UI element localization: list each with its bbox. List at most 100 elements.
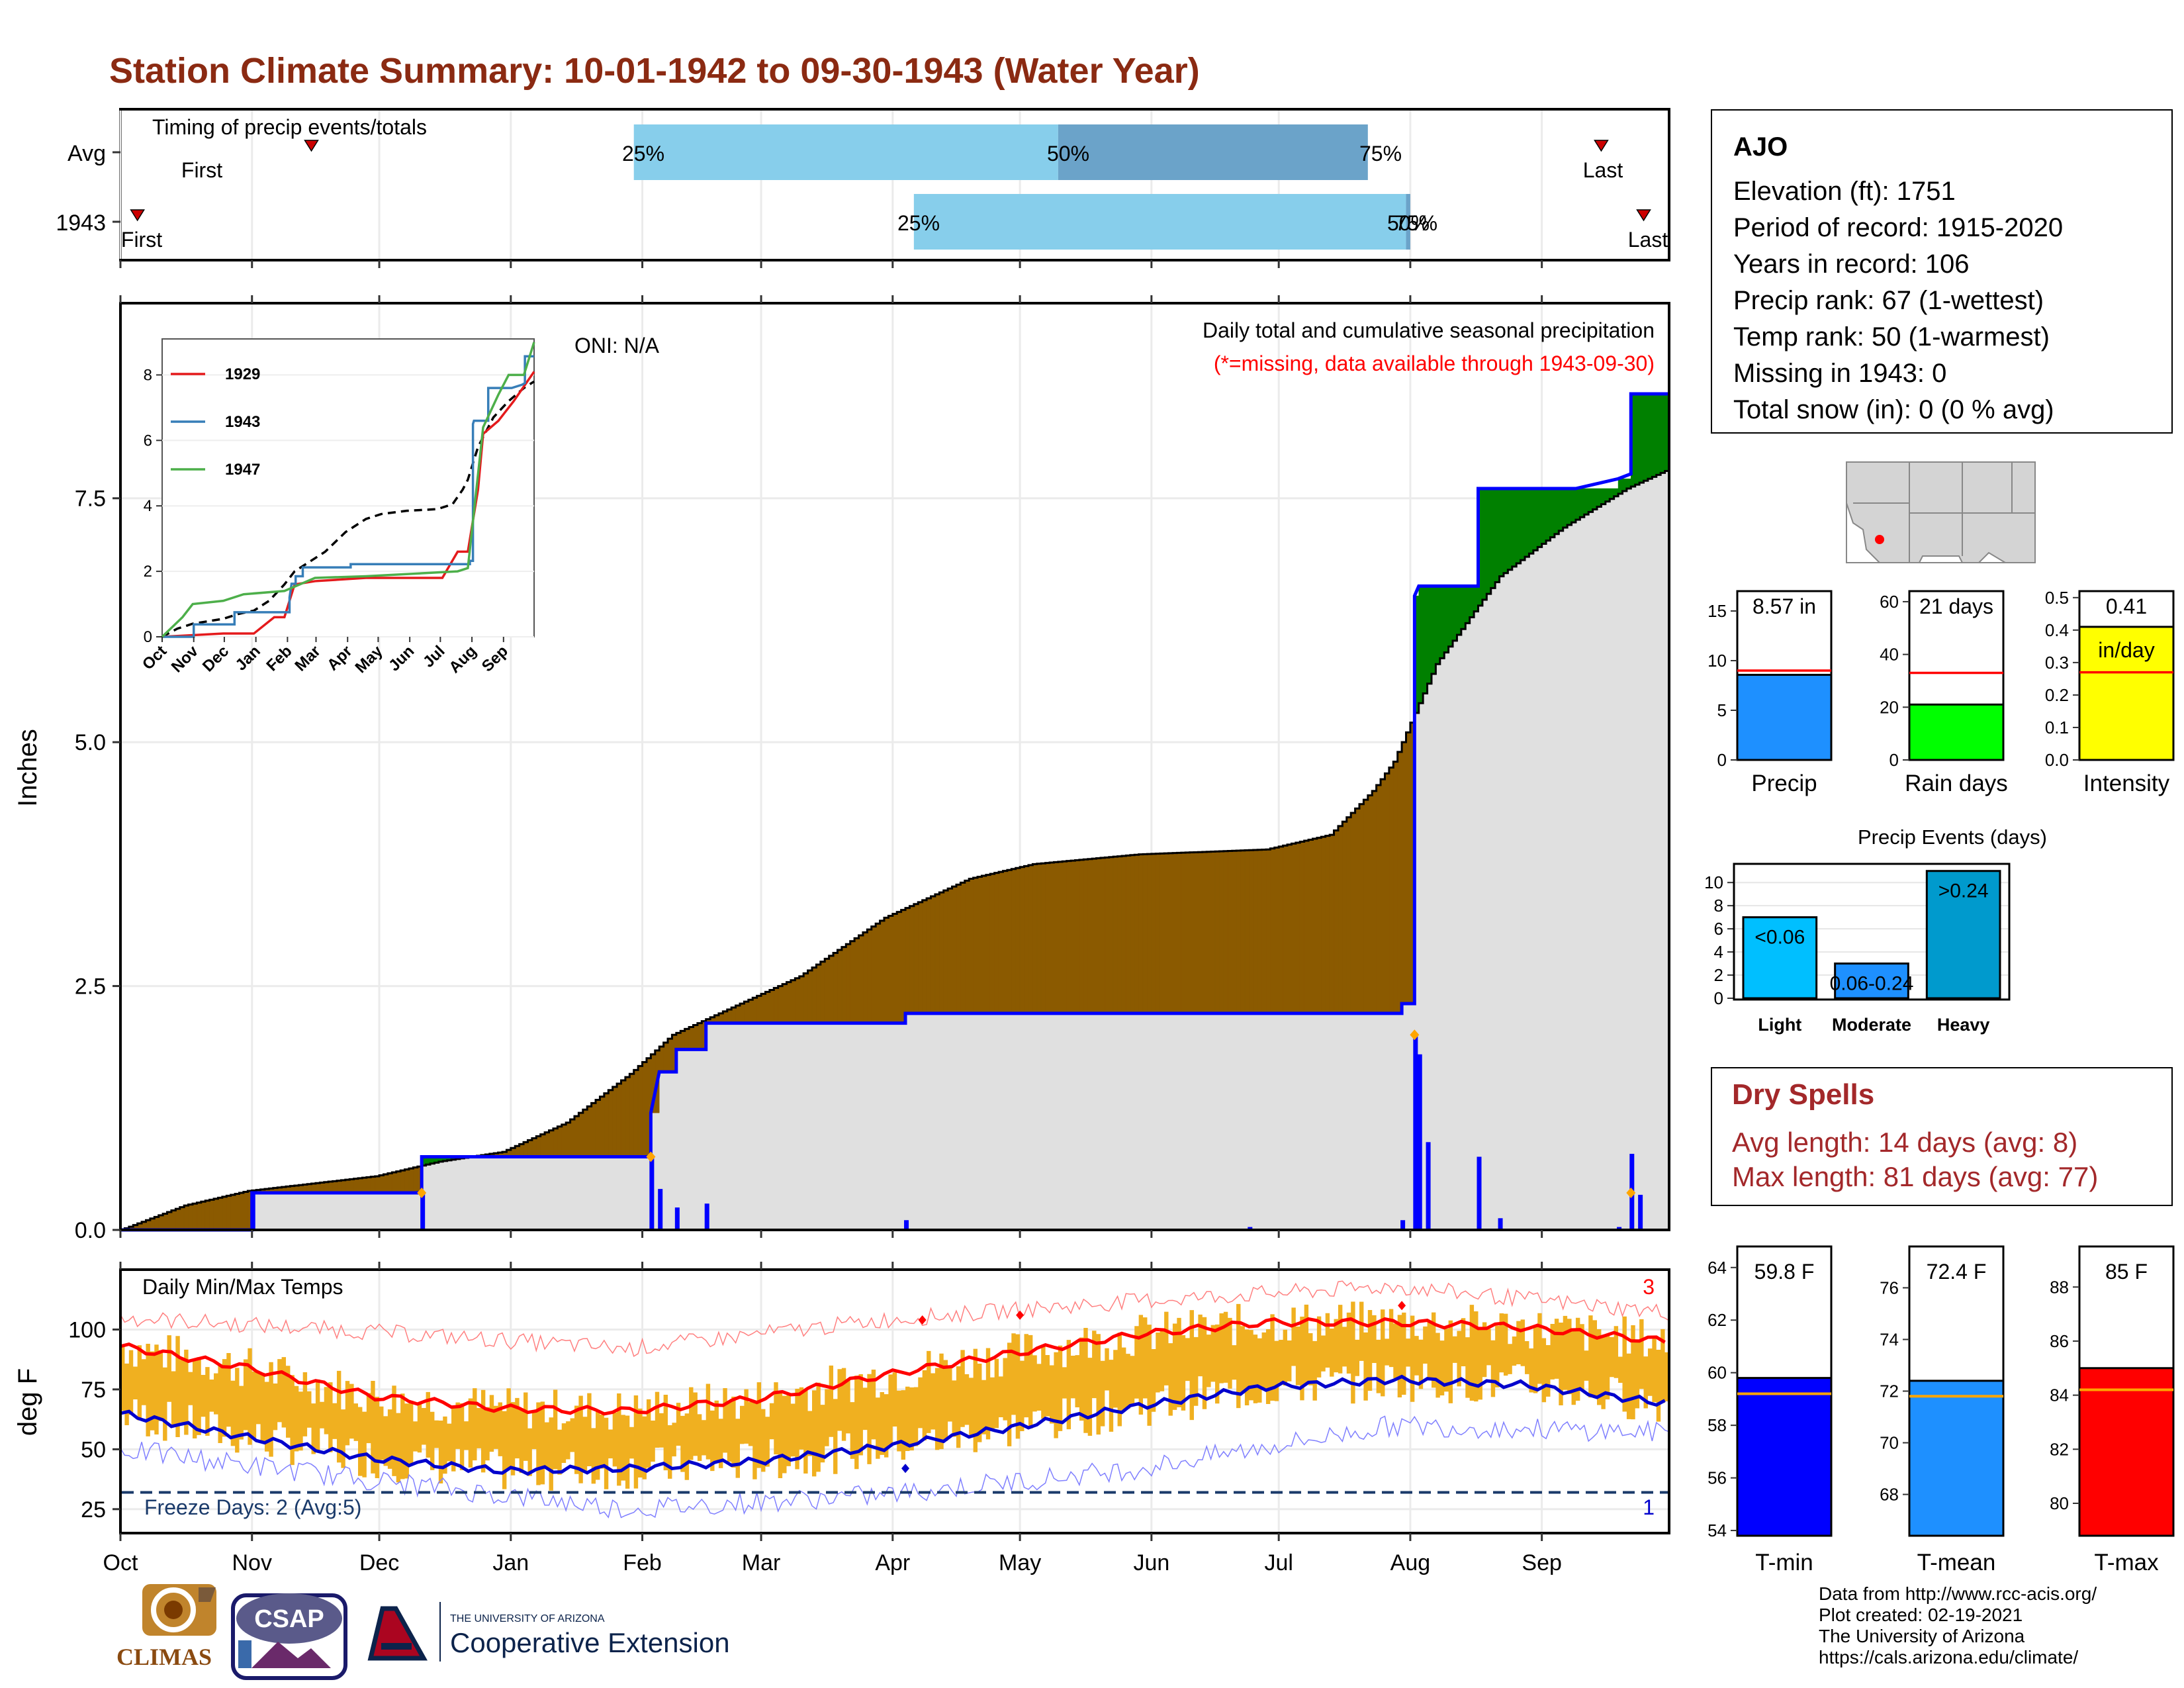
precip-avg-area	[120, 471, 1669, 1231]
temp-record-low-line	[120, 1415, 1670, 1519]
precip-ytick-label: 0.0	[75, 1218, 106, 1243]
precip-year-line	[120, 392, 1669, 1232]
events-category-label: Heavy	[1937, 1015, 1990, 1035]
summary-ytick-label: 5	[1717, 700, 1727, 720]
temp-summary-ytick-label: 68	[1880, 1485, 1899, 1505]
temp-summary-category-label: T-max	[2094, 1550, 2159, 1575]
credit-university: The University of Arizona	[1819, 1626, 2025, 1646]
summary-value-label: 8.57 in	[1752, 594, 1816, 618]
summary-ytick-label: 0	[1889, 750, 1899, 770]
events-category-label: Moderate	[1832, 1015, 1911, 1035]
temp-summary-bar	[1736, 1377, 1833, 1537]
temperature-panel: 25 50 75 100 Daily Min/Max Temps deg F Free…	[13, 1268, 1670, 1534]
precip-ytick-label: 5.0	[75, 730, 106, 755]
record-high-diamond-icon	[918, 1315, 927, 1325]
temp-summary-ytick-label: 88	[2050, 1277, 2069, 1297]
temp-ytick-label: 100	[68, 1317, 106, 1342]
summary-ytick-label: 10	[1707, 651, 1727, 671]
record-low-count: 1	[1643, 1495, 1655, 1519]
precip-daily-bar	[904, 1220, 909, 1230]
temp-summary-ytick-label: 56	[1707, 1468, 1727, 1488]
inset-series-line	[162, 355, 534, 638]
temp-summary-ytick-label: 84	[2050, 1385, 2069, 1405]
month-label: Nov	[232, 1550, 272, 1575]
precip-events-title: Precip Events (days)	[1858, 825, 2047, 849]
precip-daily-bar	[1426, 1142, 1431, 1230]
page-title: Station Climate Summary: 10-01-1942 to 0…	[109, 51, 1200, 91]
summary-ytick-label: 60	[1880, 592, 1899, 612]
record-low-diamond-icon	[901, 1464, 910, 1474]
temp-summary-category-label: T-min	[1755, 1550, 1813, 1575]
station-precip-rank: Precip rank: 67 (1-wettest)	[1733, 286, 2044, 315]
credit-url: https://cals.arizona.edu/climate/	[1819, 1647, 2079, 1667]
precip-subtitle: Daily total and cumulative seasonal prec…	[1203, 318, 1655, 342]
precip-daily-bar	[674, 1207, 680, 1230]
temp-title: Daily Min/Max Temps	[142, 1275, 343, 1299]
summary-ytick-label: 0.3	[2045, 653, 2069, 673]
timing-label-first-year: First	[121, 228, 162, 252]
precip-daily-bar	[1477, 1156, 1482, 1230]
inset-series-line	[161, 342, 535, 638]
summary-value-label: 0.41	[2106, 594, 2147, 618]
freeze-days-label: Freeze Days: 2 (Avg:5)	[144, 1495, 361, 1519]
ua-main-text: Cooperative Extension	[450, 1627, 730, 1658]
timing-label-p25-avg: 25%	[622, 142, 664, 165]
month-axis: Oct Nov Dec Jan Feb Mar Apr May Jun Jul Aug Sep	[103, 260, 1562, 1575]
temp-summary-ytick-label: 64	[1707, 1258, 1727, 1278]
timing-label-p75-avg: 75%	[1359, 142, 1402, 165]
events-bar	[1925, 870, 2001, 1000]
oni-label: ONI: N/A	[574, 334, 660, 357]
precip-ylabel: Inches	[13, 729, 42, 807]
credit-plot-created: Plot created: 02-19-2021	[1819, 1605, 2023, 1625]
inset-series-line	[161, 371, 535, 638]
events-ytick-label: 6	[1714, 919, 1723, 939]
temp-summary-bar	[2078, 1367, 2175, 1537]
precip-avg-line	[120, 469, 1669, 1231]
inset-ytick-label: 2	[144, 563, 152, 581]
precip-event-diamond-icon	[1410, 1029, 1420, 1041]
precip-ytick-label: 2.5	[75, 974, 106, 1000]
summary-ytick-label: 40	[1880, 645, 1899, 665]
precip-daily-bar	[1248, 1227, 1253, 1230]
missing-note: (*=missing, data available through 1943-…	[1214, 352, 1655, 375]
events-ytick-label: 4	[1714, 942, 1723, 962]
timing-label-last-year: Last	[1628, 228, 1668, 252]
temp-avg-min-line	[120, 1374, 1666, 1476]
timing-row-year: 1943	[56, 211, 106, 236]
timing-triangle-icon	[1594, 140, 1609, 152]
summary-ytick-label: 20	[1880, 697, 1899, 717]
precip-ytick-label: 7.5	[75, 487, 106, 512]
summary-bar-panels: 0 5 10 15 8.57 in Precip 0 20 40 60 21 days Rain d…	[1707, 588, 2175, 796]
precip-daily-bar	[1400, 1220, 1406, 1230]
inset-ytick-label: 8	[144, 366, 152, 384]
ua-small-text: THE UNIVERSITY OF ARIZONA	[450, 1613, 605, 1624]
temp-summary-ytick-label: 70	[1880, 1433, 1899, 1453]
summary-ytick-label: 0.0	[2045, 750, 2069, 770]
month-label: Dec	[359, 1550, 399, 1575]
precip-event-diamond-icon	[417, 1188, 427, 1198]
precip-daily-bar	[1498, 1218, 1503, 1230]
summary-ytick-label: 15	[1707, 601, 1727, 621]
events-ytick-label: 10	[1704, 872, 1723, 892]
temp-daily-bars	[120, 1301, 1669, 1491]
precip-daily-bar	[1617, 1227, 1622, 1230]
timing-bar-year-q2	[1406, 194, 1410, 250]
month-label: Oct	[103, 1550, 138, 1575]
temp-ylabel: deg F	[13, 1368, 42, 1436]
temp-summary-ytick-label: 76	[1880, 1278, 1899, 1297]
summary-ytick-label: 0.1	[2045, 718, 2069, 737]
summary-category-label: Precip	[1751, 771, 1817, 796]
summary-ytick-label: 0	[1717, 750, 1727, 770]
climas-logo: CLIMAS	[116, 1584, 216, 1670]
station-info-box: AJO Elevation (ft): 1751 Period of recor…	[1711, 109, 2173, 434]
summary-value-label: 21 days	[1919, 594, 1993, 618]
record-high-count: 3	[1643, 1275, 1655, 1299]
temp-summary-ytick-label: 86	[2050, 1331, 2069, 1351]
inset-ytick-label: 0	[144, 628, 152, 646]
station-missing: Missing in 1943: 0	[1733, 359, 1947, 388]
station-period: Period of record: 1915-2020	[1733, 213, 2064, 242]
station-marker-icon	[1875, 535, 1884, 544]
dry-spells-box: Dry Spells Avg length: 14 days (avg: 8) …	[1711, 1067, 2173, 1206]
climas-logo-text: CLIMAS	[116, 1644, 212, 1670]
summary-ytick-label: 0.4	[2045, 620, 2069, 640]
